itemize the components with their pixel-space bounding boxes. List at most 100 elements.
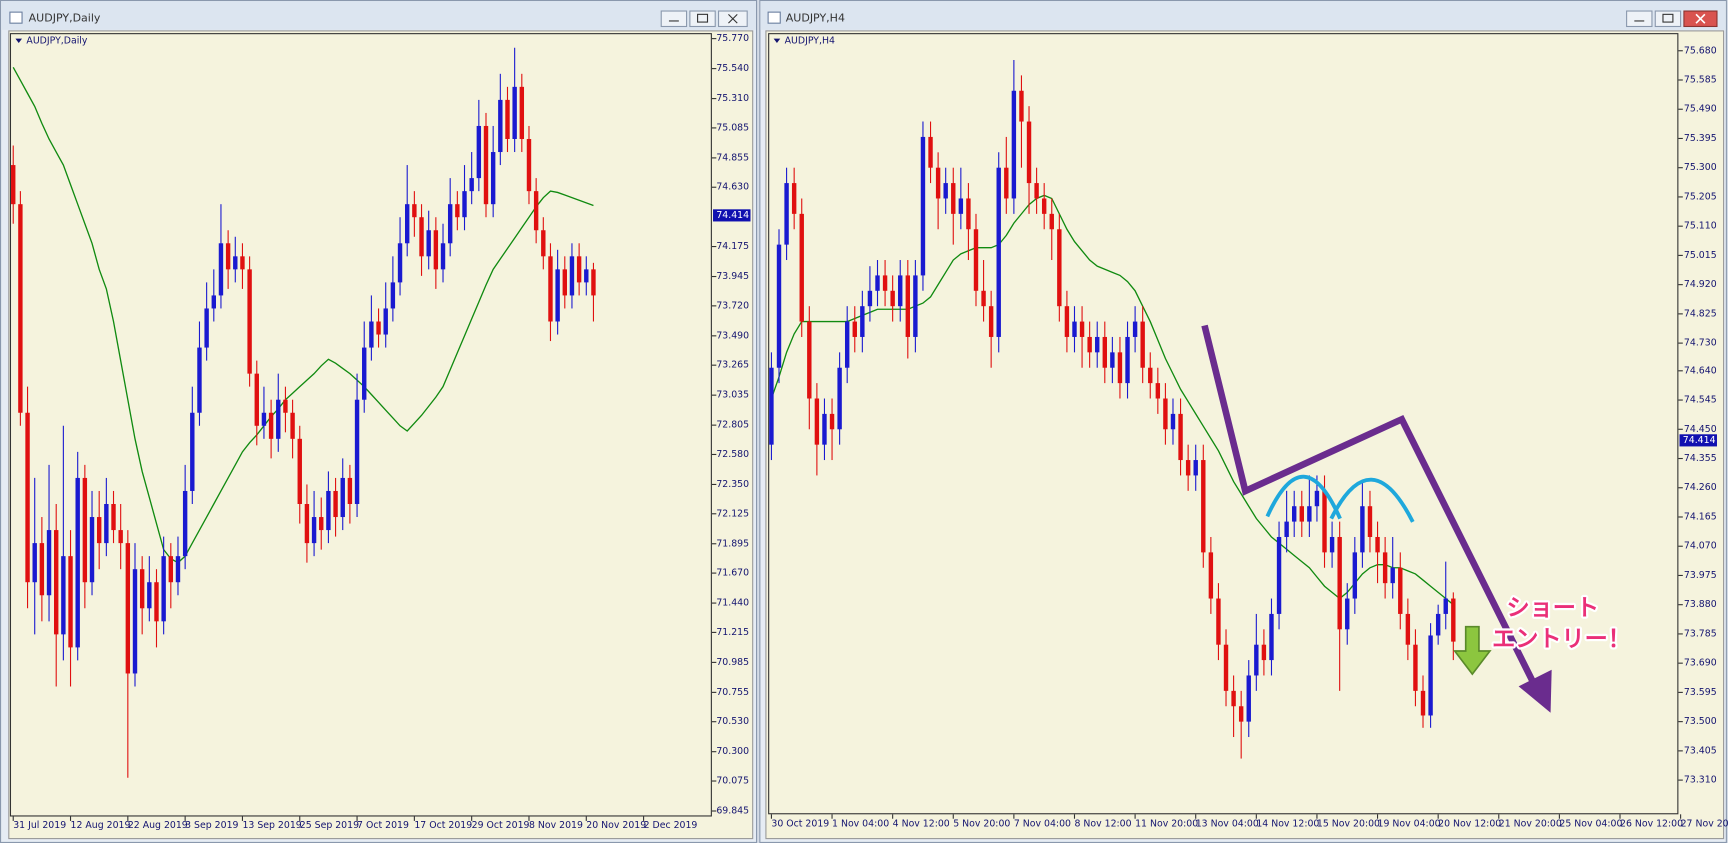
candle-body <box>1140 321 1145 368</box>
candle-body <box>1329 536 1335 553</box>
x-tick-label: 19 Nov 04:00 <box>1378 819 1441 830</box>
candle-body <box>61 556 66 635</box>
x-tick-label: 14 Nov 12:00 <box>1256 819 1319 830</box>
y-tick-label: 70.300 <box>716 746 749 757</box>
y-tick-label: 74.855 <box>716 152 749 163</box>
minimize-button[interactable] <box>660 10 688 28</box>
y-tick-label: 73.945 <box>716 271 749 282</box>
y-tick-label: 72.350 <box>716 479 749 490</box>
window-icon <box>9 11 23 24</box>
y-tick-label: 74.730 <box>1684 338 1717 349</box>
candle-body <box>268 412 274 439</box>
candle-body <box>447 204 453 244</box>
candle-body <box>25 412 30 583</box>
candle-body <box>254 373 259 426</box>
candle-body <box>1299 506 1304 522</box>
y-tick-label: 74.175 <box>716 241 749 252</box>
y-tick-label: 73.490 <box>716 330 749 341</box>
chart-layer: 75.770 75.540 75.310 75.085 74.855 74.630 74.1… <box>11 33 1728 831</box>
chart-label: AUDJPY,Daily <box>26 35 87 46</box>
chart-menu-arrow[interactable] <box>15 38 23 44</box>
maximize-button[interactable] <box>1654 10 1682 28</box>
annotation-text: ショート <box>1506 596 1599 622</box>
candle-body <box>822 413 827 445</box>
y-tick-label: 72.805 <box>716 420 749 431</box>
candle-body <box>973 229 979 291</box>
candle-body <box>1352 552 1358 599</box>
chart-area <box>8 30 754 840</box>
candle-body <box>1201 460 1206 553</box>
candle-body <box>304 504 310 544</box>
x-tick-label: 25 Sep 2019 <box>300 820 359 831</box>
candle-body <box>233 256 238 270</box>
chart-menu-arrow[interactable] <box>773 38 781 44</box>
x-tick-label: 31 Jul 2019 <box>13 820 66 831</box>
candle-body <box>505 99 510 139</box>
candle-body <box>1163 398 1168 430</box>
candle-body <box>569 256 575 296</box>
candle-body <box>799 213 804 322</box>
y-tick-label: 73.880 <box>1684 599 1717 610</box>
candle-body <box>490 152 496 205</box>
candle-body <box>1367 506 1373 537</box>
candle-body <box>89 517 95 583</box>
candle-body <box>882 275 888 291</box>
candle-body <box>139 569 145 609</box>
window-title: AUDJPY,H4 <box>786 12 845 25</box>
y-tick-label: 69.845 <box>716 805 749 816</box>
candle-body <box>82 477 88 583</box>
y-tick-label: 72.125 <box>716 508 749 519</box>
candle-body <box>118 530 123 544</box>
y-tick-label: 75.015 <box>1684 250 1717 261</box>
candle-body <box>890 290 895 307</box>
candle-body <box>426 230 431 257</box>
candle-body <box>913 275 918 337</box>
y-tick-label: 75.585 <box>1684 74 1717 85</box>
x-tick-label: 1 Nov 04:00 <box>832 819 889 830</box>
candle-body <box>362 347 367 400</box>
minimize-button[interactable] <box>1626 10 1653 28</box>
y-tick-label: 75.085 <box>716 122 749 133</box>
y-tick-label: 73.720 <box>716 300 749 311</box>
candle-body <box>1095 336 1100 353</box>
candle-body <box>852 321 857 337</box>
y-tick-label: 70.530 <box>716 716 749 727</box>
candle-body <box>1307 506 1312 522</box>
title-bar[interactable] <box>1 1 756 30</box>
candle-body <box>154 582 159 622</box>
candle-body <box>354 399 360 505</box>
window-icon <box>767 11 781 24</box>
candle-body <box>433 230 439 270</box>
candle-body <box>132 569 138 674</box>
blue-arc <box>1329 477 1415 523</box>
candle-body <box>526 138 532 192</box>
candle-body <box>211 295 216 309</box>
close-icon <box>728 13 738 24</box>
y-tick-label: 75.540 <box>716 63 749 74</box>
y-tick-label: 73.975 <box>1684 570 1717 581</box>
y-tick-label: 73.690 <box>1684 658 1717 669</box>
candle-body <box>512 86 517 139</box>
y-tick-label: 74.920 <box>1684 279 1717 290</box>
candle-body <box>1345 598 1350 630</box>
candle-body <box>419 217 424 257</box>
candle-body <box>369 321 374 348</box>
candle-body <box>39 543 45 596</box>
title-bar[interactable] <box>760 1 1726 30</box>
x-tick-label: 15 Nov 20:00 <box>1317 819 1380 830</box>
candle-body <box>981 290 986 307</box>
candle-body <box>519 86 525 139</box>
maximize-button[interactable] <box>689 10 716 28</box>
candle-body <box>1026 121 1032 184</box>
candle-body <box>397 243 403 283</box>
candle-body <box>928 136 933 168</box>
candle-body <box>1087 336 1092 353</box>
candle-body <box>1238 706 1244 722</box>
candle-body <box>240 256 245 270</box>
candle-body <box>996 167 1001 337</box>
candle-body <box>440 243 446 270</box>
y-tick-label: 73.035 <box>716 390 749 401</box>
candle-body <box>469 178 474 192</box>
candle-body <box>1072 321 1077 337</box>
x-tick-label: 13 Sep 2019 <box>242 820 301 831</box>
